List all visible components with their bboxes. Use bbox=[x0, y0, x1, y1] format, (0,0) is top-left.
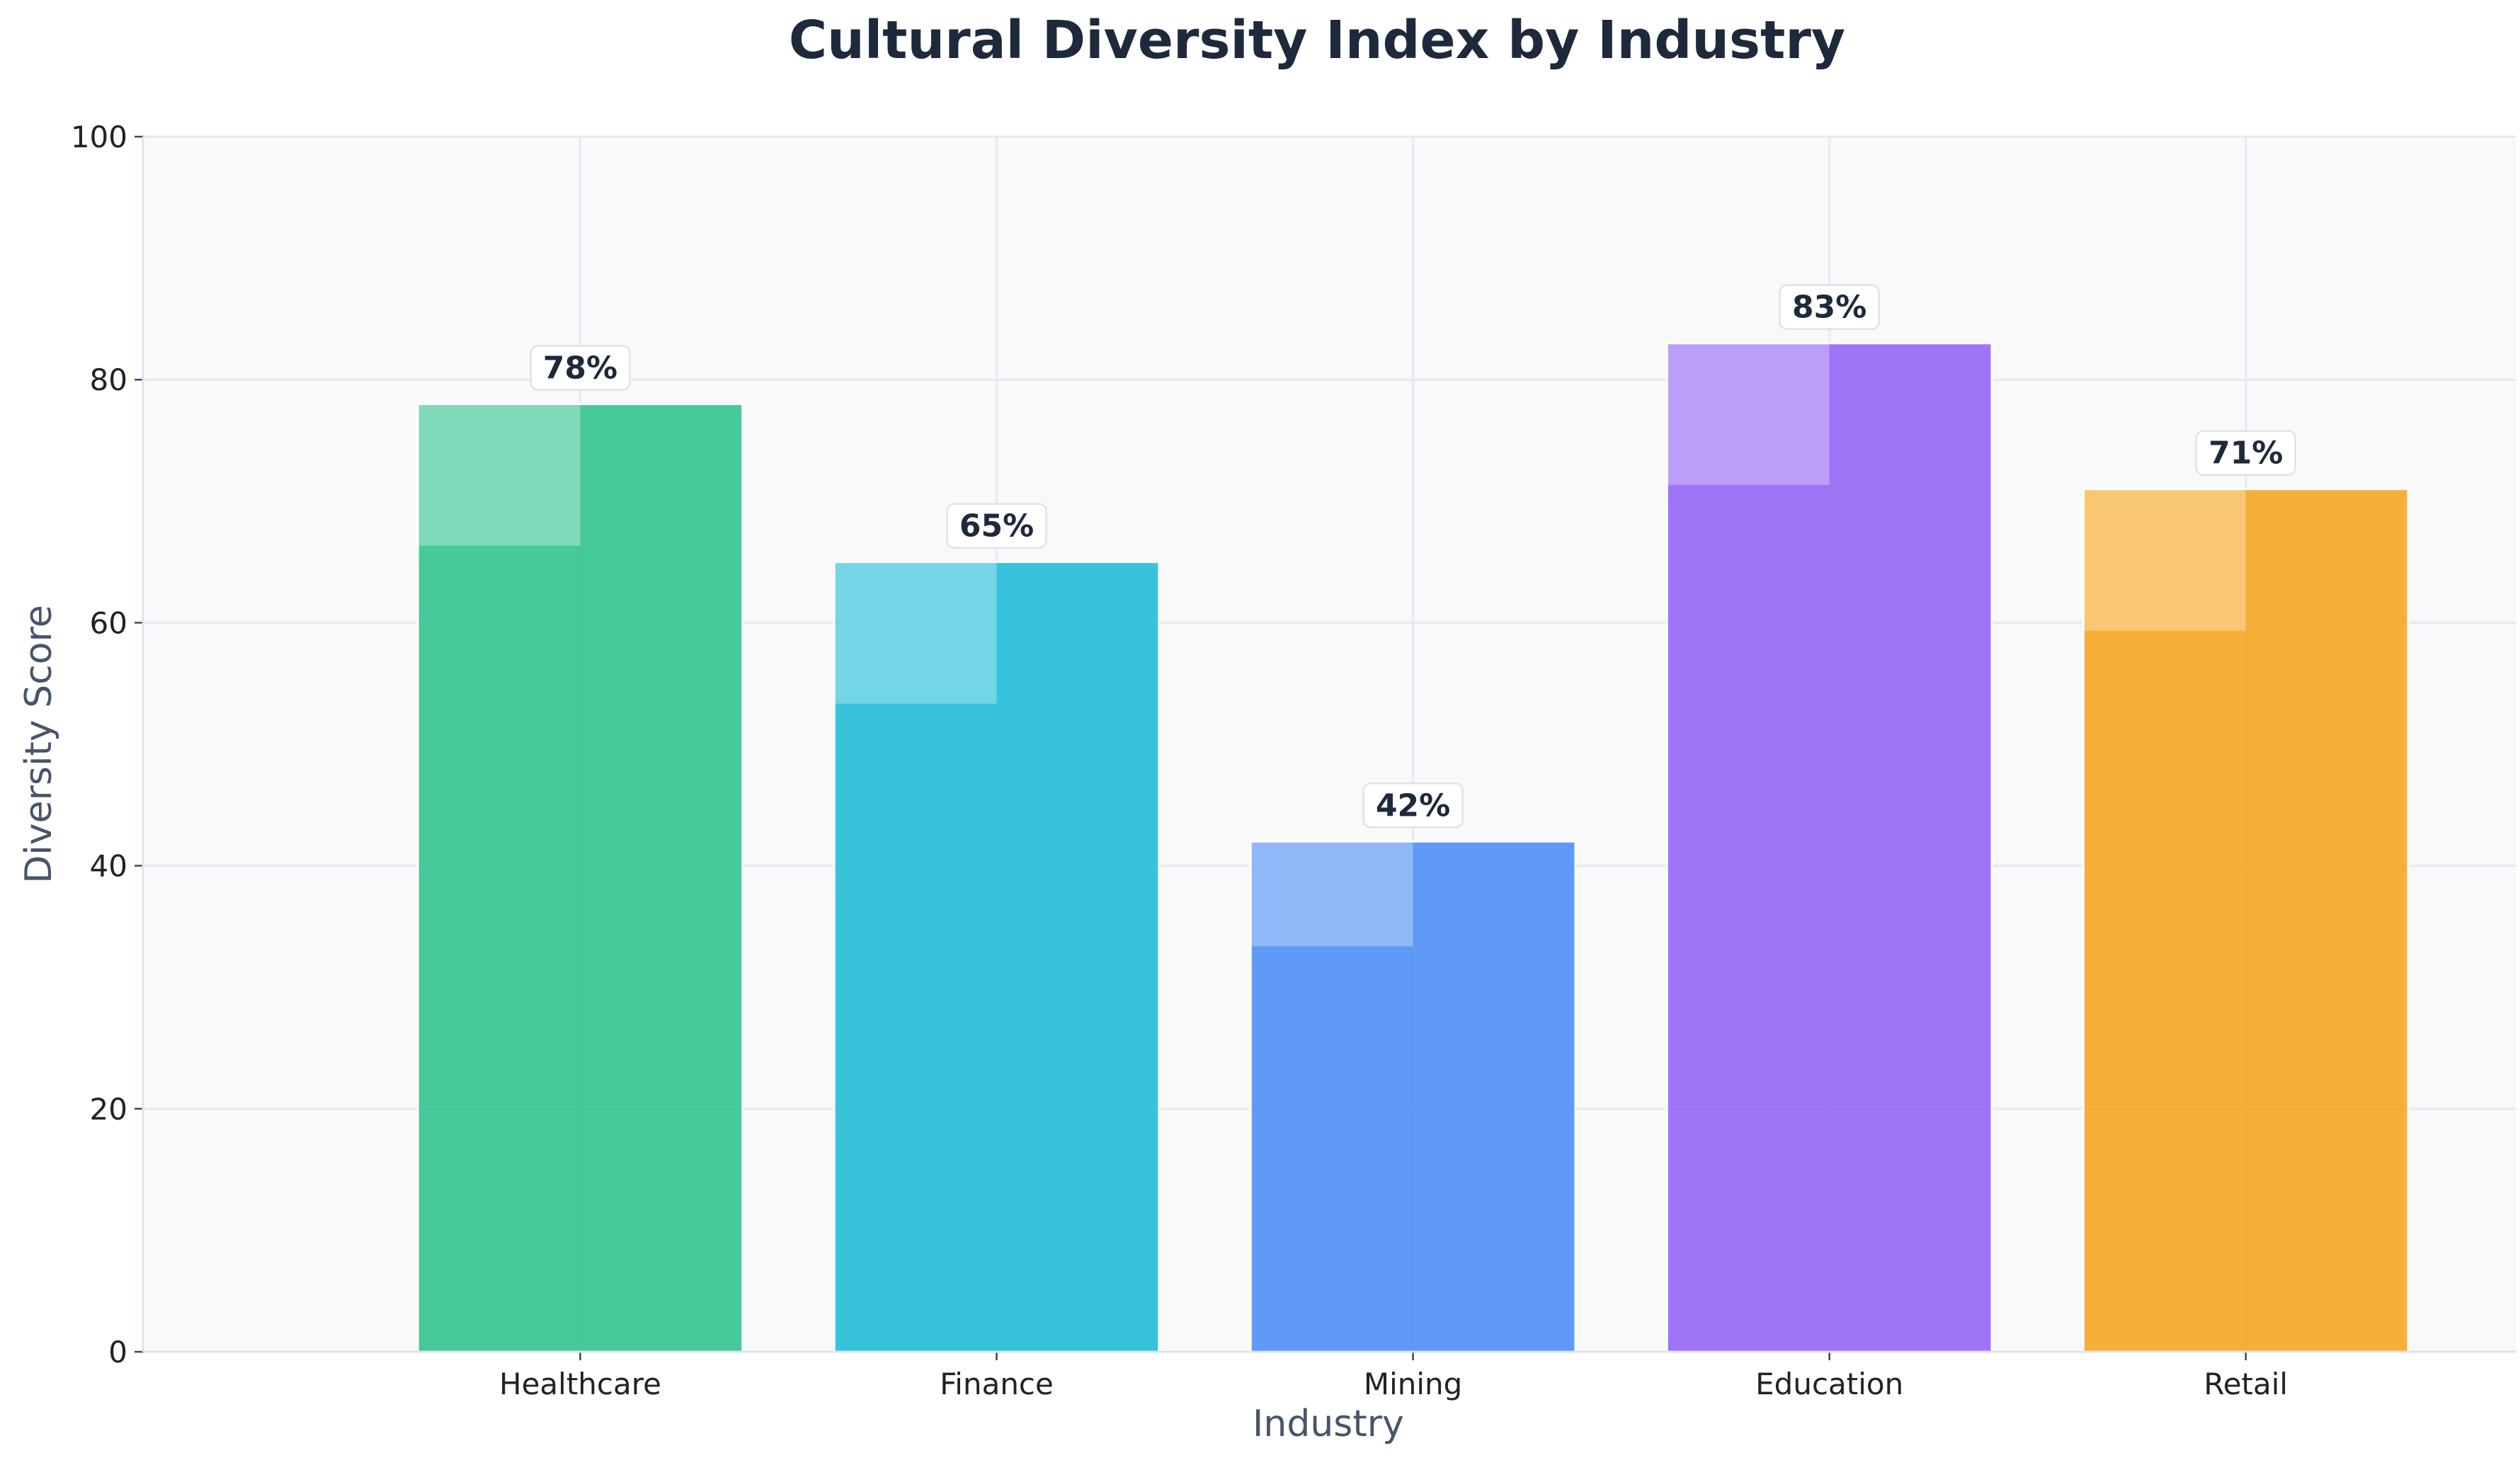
bar-highlight bbox=[418, 404, 581, 546]
data-label: 65% bbox=[959, 508, 1034, 545]
data-label-box bbox=[946, 503, 1047, 549]
data-label: 42% bbox=[1376, 787, 1450, 824]
data-label-box bbox=[1779, 284, 1880, 330]
x-axis-label: Industry bbox=[1253, 1403, 1404, 1445]
y-tick-label: 20 bbox=[90, 1092, 127, 1127]
data-label: 71% bbox=[2208, 435, 2283, 472]
y-tick-label: 60 bbox=[90, 605, 127, 640]
data-label: 78% bbox=[543, 351, 617, 387]
data-label-box bbox=[1362, 782, 1464, 828]
y-tick-label: 0 bbox=[108, 1335, 127, 1369]
y-axis-label: Diversity Score bbox=[18, 605, 60, 884]
data-label-box bbox=[2195, 430, 2297, 476]
bar-highlight bbox=[1250, 841, 1413, 947]
x-tick-label: Education bbox=[1755, 1367, 1903, 1401]
data-label: 83% bbox=[1792, 290, 1866, 326]
bar-education bbox=[1665, 342, 1993, 1353]
bar-healthcare bbox=[416, 403, 744, 1353]
y-tick-label: 100 bbox=[71, 120, 127, 154]
chart-title: Cultural Diversity Index by Industry bbox=[789, 10, 1845, 71]
x-tick-label: Mining bbox=[1364, 1367, 1462, 1401]
bars bbox=[416, 342, 2410, 1353]
bar-highlight bbox=[2083, 489, 2246, 631]
bar-finance bbox=[833, 561, 1161, 1353]
y-tick-label: 80 bbox=[90, 363, 127, 397]
x-tick-label: Finance bbox=[940, 1367, 1054, 1401]
data-labels: 78% 65% 42% 83% 71% bbox=[530, 284, 2297, 828]
x-tick-label: Retail bbox=[2203, 1367, 2288, 1401]
bar-retail bbox=[2082, 488, 2410, 1353]
axis-ticks: 0 20 40 60 80 100 Healthcare Finance Mining Educa… bbox=[71, 120, 2288, 1401]
bar-highlight bbox=[834, 562, 997, 704]
bar-mining bbox=[1249, 840, 1577, 1353]
data-label-box bbox=[530, 345, 631, 391]
bar-highlight bbox=[1667, 343, 1830, 485]
x-tick-label: Healthcare bbox=[499, 1367, 661, 1401]
y-tick-label: 40 bbox=[90, 849, 127, 884]
